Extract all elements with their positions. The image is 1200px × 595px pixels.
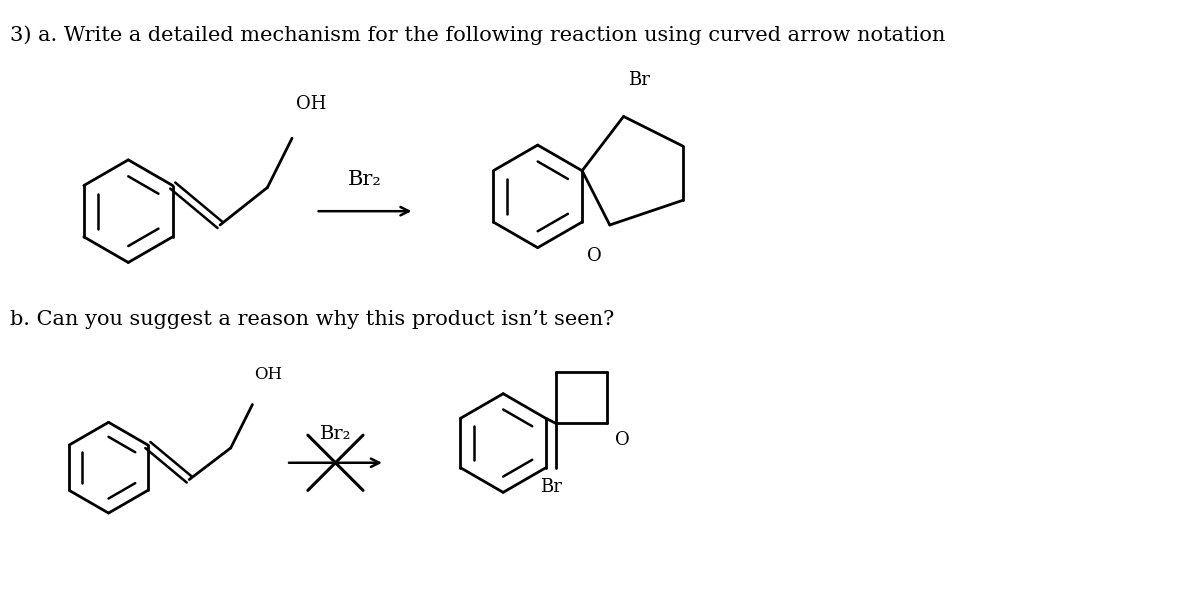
Text: 3) a. Write a detailed mechanism for the following reaction using curved arrow n: 3) a. Write a detailed mechanism for the… <box>10 26 946 45</box>
Text: OH: OH <box>296 96 326 114</box>
Text: b. Can you suggest a reason why this product isn’t seen?: b. Can you suggest a reason why this pro… <box>10 310 614 329</box>
Text: Br: Br <box>629 71 650 89</box>
Text: Br: Br <box>540 478 562 496</box>
Text: OH: OH <box>254 366 282 383</box>
Text: Br₂: Br₂ <box>348 170 382 189</box>
Text: O: O <box>587 247 602 265</box>
Text: O: O <box>614 431 630 449</box>
Text: Br₂: Br₂ <box>319 425 352 443</box>
